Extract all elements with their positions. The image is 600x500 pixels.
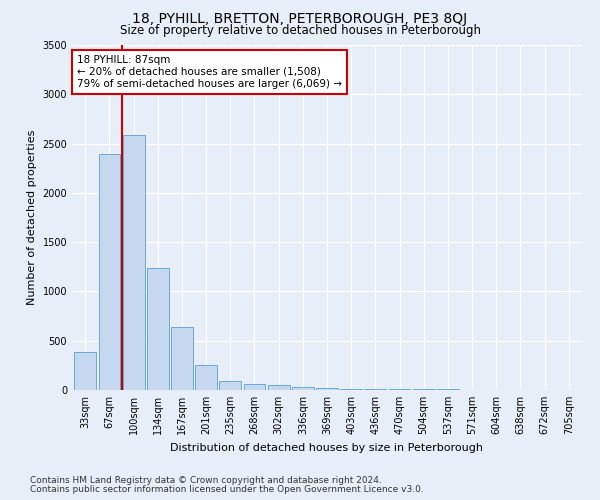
Bar [98, 154, 121, 390]
Bar [220, 380, 241, 390]
Text: Size of property relative to detached houses in Peterborough: Size of property relative to detached ho… [119, 24, 481, 37]
Bar [292, 386, 314, 390]
Bar [74, 352, 96, 390]
Bar [123, 134, 145, 390]
Text: 18 PYHILL: 87sqm
← 20% of detached houses are smaller (1,508)
79% of semi-detach: 18 PYHILL: 87sqm ← 20% of detached house… [77, 56, 342, 88]
Text: Contains HM Land Registry data © Crown copyright and database right 2024.: Contains HM Land Registry data © Crown c… [30, 476, 382, 485]
Bar [413, 389, 434, 390]
Bar [364, 389, 386, 390]
Bar [340, 388, 362, 390]
Bar [195, 365, 217, 390]
Bar [244, 384, 265, 390]
Bar [171, 327, 193, 390]
Text: Contains public sector information licensed under the Open Government Licence v3: Contains public sector information licen… [30, 485, 424, 494]
Text: 18, PYHILL, BRETTON, PETERBOROUGH, PE3 8QJ: 18, PYHILL, BRETTON, PETERBOROUGH, PE3 8… [133, 12, 467, 26]
X-axis label: Distribution of detached houses by size in Peterborough: Distribution of detached houses by size … [170, 442, 484, 452]
Bar [389, 389, 410, 390]
Bar [147, 268, 169, 390]
Y-axis label: Number of detached properties: Number of detached properties [27, 130, 37, 305]
Bar [268, 384, 290, 390]
Bar [316, 388, 338, 390]
